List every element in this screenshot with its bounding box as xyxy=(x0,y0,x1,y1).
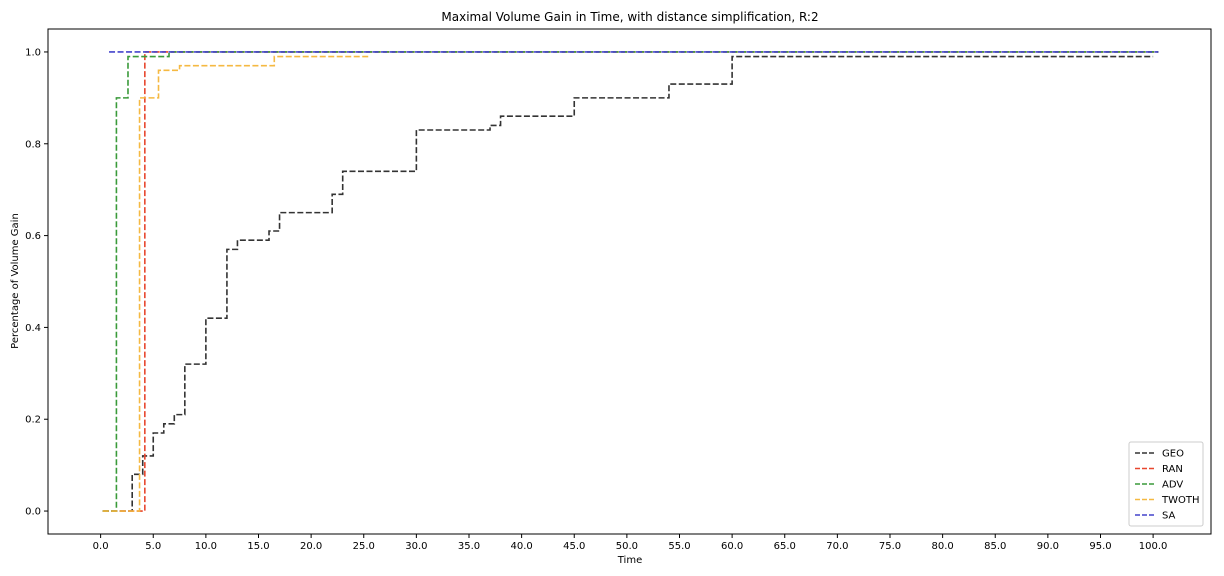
plot-frame xyxy=(47,28,1212,535)
legend-label-sa: SA xyxy=(1162,511,1176,522)
x-tick-label: 25.0 xyxy=(353,541,375,552)
legend-label-ran: RAN xyxy=(1162,464,1183,475)
x-tick-label: 85.0 xyxy=(984,541,1006,552)
x-tick-label: 95.0 xyxy=(1089,541,1111,552)
y-tick-label: 0.4 xyxy=(25,323,41,334)
legend-box xyxy=(1128,441,1204,527)
x-tick-label: 20.0 xyxy=(300,541,322,552)
x-tick-label: 50.0 xyxy=(616,541,638,552)
y-tick-label: 1.0 xyxy=(25,47,41,58)
plot-area xyxy=(102,51,1159,512)
x-tick-label: 30.0 xyxy=(405,541,427,552)
legend-label-twoth: TWOTH xyxy=(1161,495,1200,506)
x-tick-label: 15.0 xyxy=(247,541,269,552)
chart-title: Maximal Volume Gain in Time, with distan… xyxy=(441,10,818,24)
x-tick-label: 45.0 xyxy=(563,541,585,552)
legend-label-geo: GEO xyxy=(1162,449,1184,460)
series-line-ran xyxy=(102,51,1159,512)
x-tick-label: 5.0 xyxy=(145,541,161,552)
series-line-adv xyxy=(102,51,1159,512)
y-tick-label: 0.0 xyxy=(25,507,41,518)
legend-label-adv: ADV xyxy=(1162,480,1183,491)
x-tick-label: 60.0 xyxy=(721,541,743,552)
series-line-twoth xyxy=(102,55,370,512)
series-line-geo xyxy=(102,55,1154,512)
x-tick-label: 70.0 xyxy=(826,541,848,552)
x-axis-label: Time xyxy=(617,555,642,566)
x-tick-label: 65.0 xyxy=(774,541,796,552)
x-tick-label: 75.0 xyxy=(879,541,901,552)
x-tick-label: 10.0 xyxy=(195,541,217,552)
y-tick-label: 0.2 xyxy=(25,415,41,426)
x-tick-label: 0.0 xyxy=(93,541,109,552)
x-tick-label: 40.0 xyxy=(510,541,532,552)
x-tick-label: 55.0 xyxy=(668,541,690,552)
y-tick-label: 0.8 xyxy=(25,139,41,150)
x-axis: 0.0 5.0 10.0 15.0 20.0 25.0 30.0 35.0 40.0 45.0 50… xyxy=(93,534,1168,552)
x-tick-label: 80.0 xyxy=(931,541,953,552)
x-tick-label: 100.0 xyxy=(1139,541,1168,552)
legend: GEO RAN ADV TWOTH SA xyxy=(1128,441,1204,527)
y-axis-label: Percentage of Volume Gain xyxy=(10,213,21,349)
x-tick-label: 35.0 xyxy=(458,541,480,552)
x-tick-label: 90.0 xyxy=(1037,541,1059,552)
y-axis: 0.0 0.2 0.4 0.6 0.8 1.0 xyxy=(25,47,48,518)
y-tick-label: 0.6 xyxy=(25,231,41,242)
